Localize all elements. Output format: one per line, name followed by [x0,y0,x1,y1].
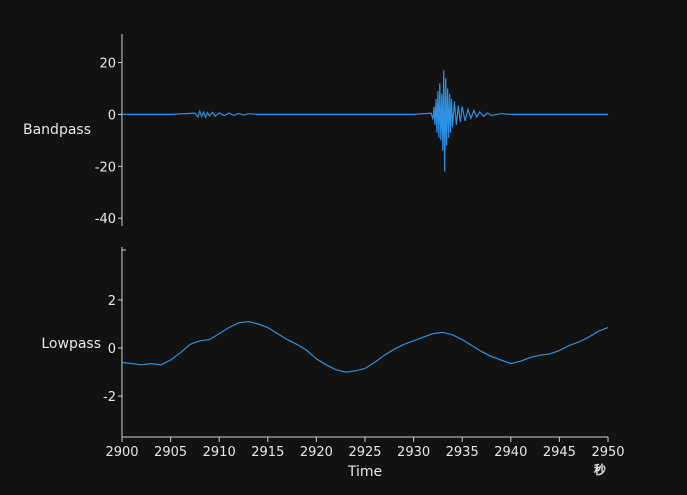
xtick-label: 2935 [446,445,479,460]
xtick-label: 2950 [591,445,624,460]
bandpass-ytick-label: -20 [95,160,116,175]
lowpass-ytick-label: 0 [108,342,116,357]
lowpass-ytick-label: -2 [103,390,116,405]
bandpass-ytick-label: 20 [99,57,116,72]
bandpass-ylabel: Bandpass [23,122,91,138]
xtick-label: 2910 [203,445,236,460]
xtick-label: 2945 [543,445,576,460]
bandpass-ytick-label: -40 [95,212,116,227]
xtick-label: 2915 [251,445,284,460]
x-axis-unit: 秒 [594,462,606,477]
bandpass-series-line [122,70,608,172]
lowpass-series-line [121,320,609,373]
xtick-label: 2930 [397,445,430,460]
xtick-label: 2900 [105,445,138,460]
bandpass-ytick-label: 0 [108,108,116,123]
panel-bandpass: Bandpass 20 0 -20 -40 [23,34,608,227]
xtick-label: 2925 [348,445,381,460]
xtick-label: 2940 [494,445,527,460]
panel-lowpass: Lowpass 2 0 -2 2900 2905 2910 2915 2920 2925 293… [41,247,625,480]
xtick-label: 2920 [300,445,333,460]
xtick-label: 2905 [154,445,187,460]
lowpass-ylabel: Lowpass [41,336,101,352]
x-axis-label: Time [347,464,382,480]
lowpass-ytick-label: 2 [108,294,116,309]
